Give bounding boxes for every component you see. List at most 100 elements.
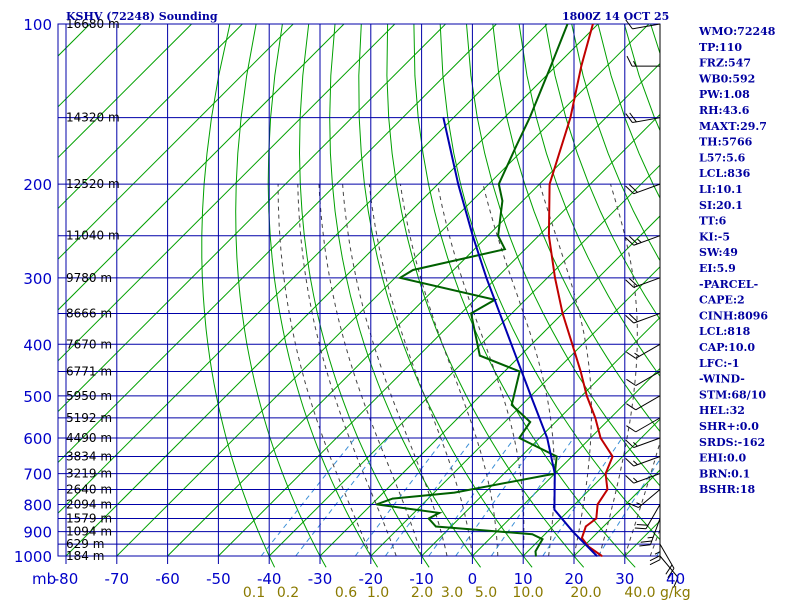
index-value: STM:68/10 <box>699 388 766 401</box>
dewpoint-point <box>478 354 481 357</box>
pressure-tick-label: 900 <box>23 524 52 542</box>
dry-adiabat-line <box>386 24 585 568</box>
pressure-tick-label: 700 <box>23 466 52 484</box>
pressure-tick-label: 500 <box>23 388 52 406</box>
wind-barb <box>625 473 661 484</box>
temperature-point <box>584 525 587 528</box>
index-value: -PARCEL- <box>699 278 758 291</box>
temperature-tick-label: -50 <box>206 570 231 588</box>
dry-adiabat-line <box>267 24 379 568</box>
mixing-ratio-tick-label: 0.2 <box>277 585 299 600</box>
index-value: SRDS:-162 <box>699 436 765 449</box>
isotherm-line <box>58 24 548 514</box>
isotherm-line <box>319 215 660 557</box>
wind-barb <box>626 417 661 433</box>
index-panel: WMO:72248 TP:110 FRZ:547 WB0:592 PW:1.08 RH:4… <box>698 25 776 496</box>
height-label: 12520 m <box>66 177 120 191</box>
wind-barb <box>625 312 661 324</box>
height-label: 14320 m <box>66 111 120 125</box>
dry-adiabat-line <box>201 24 276 568</box>
wind-barb <box>649 531 661 566</box>
wind-barb <box>626 395 661 411</box>
index-value: LCL:836 <box>699 167 751 180</box>
wind-barb <box>625 456 661 467</box>
parcel-point <box>596 555 598 557</box>
pressure-tick-label: 100 <box>23 16 52 34</box>
wind-barb <box>626 343 661 359</box>
dewpoint-point <box>529 421 531 423</box>
temperature-point <box>611 455 614 458</box>
index-value: PW:1.08 <box>699 88 750 101</box>
moist-adiabat-line <box>318 184 423 557</box>
dewpoint-point <box>518 370 521 373</box>
dry-adiabat-line <box>358 24 533 568</box>
valid-time: 1800Z 14 OCT 25 <box>562 10 669 23</box>
pressure-tick-label: 400 <box>23 336 52 354</box>
height-label: 9780 m <box>66 271 112 285</box>
wind-barb <box>625 19 661 30</box>
mixing-ratio-tick-label: 20.0 <box>570 585 601 600</box>
temperature-tick-label: 10 <box>514 570 533 588</box>
height-label: 1094 m <box>66 525 112 539</box>
dewpoint-point <box>412 269 414 271</box>
height-label: 16680 m <box>66 17 120 31</box>
isotherm-line <box>58 24 446 413</box>
dewpoint-point <box>504 248 506 250</box>
wind-barb <box>625 277 661 288</box>
dry-adiabat-line <box>329 24 482 568</box>
temperature-point <box>592 24 594 25</box>
y-unit-label: mb <box>32 570 56 588</box>
dewpoint-point <box>534 550 537 553</box>
dewpoint-point <box>535 555 537 557</box>
index-value: SI:20.1 <box>699 199 743 212</box>
isotherm-line <box>472 367 660 557</box>
isotherm-line <box>58 24 396 362</box>
index-value: HEL:32 <box>699 404 745 417</box>
moist-adiabat-line <box>437 184 525 557</box>
dewpoint-point <box>549 65 552 67</box>
wind-barb <box>626 55 660 67</box>
height-label: 5950 m <box>66 389 112 403</box>
height-label: 11040 m <box>66 229 120 243</box>
height-label: 629 m <box>66 537 104 551</box>
dewpoint-point <box>375 503 378 506</box>
wind-barb <box>639 518 661 547</box>
index-value: SHR+:0.0 <box>699 420 759 433</box>
parcel-point <box>546 437 549 439</box>
temperature-tick-label: -80 <box>54 570 79 588</box>
height-label: 3834 m <box>66 449 112 463</box>
station-title: KSHV (72248) Sounding <box>66 10 218 23</box>
pressure-tick-label: 1000 <box>14 548 52 566</box>
pressure-tick-label: 600 <box>23 430 52 448</box>
index-value: L57:5.6 <box>699 151 746 164</box>
dry-adiabat-line <box>544 24 660 321</box>
mixing-ratio-line <box>490 437 574 557</box>
index-value: TP:110 <box>699 41 742 54</box>
height-label: 7670 m <box>66 337 112 351</box>
index-value: CAPE:2 <box>699 294 745 307</box>
index-value: FRZ:547 <box>699 57 751 70</box>
index-value: TT:6 <box>699 215 727 228</box>
wind-barb <box>628 489 661 508</box>
temperature-tick-label: -10 <box>409 570 434 588</box>
isotherm-line <box>218 113 660 557</box>
dewpoint-point <box>470 312 472 315</box>
dewpoint-point <box>528 116 531 119</box>
pressure-temperature-grid <box>57 23 661 564</box>
wind-barb <box>634 504 661 530</box>
temperature-point <box>604 472 607 475</box>
pressure-tick-label: 200 <box>23 176 52 194</box>
temperature-point <box>596 503 599 506</box>
dry-adiabat-line <box>439 24 660 541</box>
dewpoint-point <box>498 183 500 185</box>
index-value: BSHR:18 <box>699 483 755 496</box>
index-value: BRN:0.1 <box>699 467 750 480</box>
temperature-point <box>571 343 574 346</box>
parcel-point <box>572 530 574 533</box>
dewpoint-point <box>555 455 558 458</box>
dry-adiabat-line <box>235 24 327 568</box>
temperature-tick-label: -60 <box>155 570 180 588</box>
index-value: MAXT:29.7 <box>699 120 767 133</box>
isotherm-line <box>58 24 294 260</box>
